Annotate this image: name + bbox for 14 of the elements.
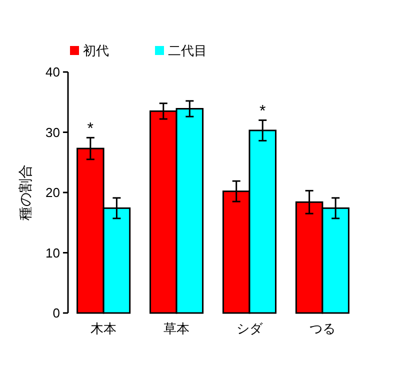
annotation: *: [259, 103, 266, 120]
x-tick-label: つる: [309, 321, 336, 336]
x-tick-label: 草本: [164, 321, 190, 336]
x-tick-label: 木本: [90, 321, 117, 336]
y-tick-label: 20: [46, 185, 60, 200]
annotation: *: [87, 120, 94, 138]
legend-label: 初代: [83, 43, 109, 58]
y-tick-label: 40: [46, 64, 60, 80]
x-tick-label: シダ: [236, 321, 264, 336]
y-tick-label: 30: [46, 124, 60, 140]
y-tick-label: 10: [46, 245, 60, 260]
legend-label: 二代目: [168, 43, 207, 58]
y-tick-label: 0: [52, 306, 60, 321]
y-axis-title: 種の割合: [17, 164, 33, 220]
